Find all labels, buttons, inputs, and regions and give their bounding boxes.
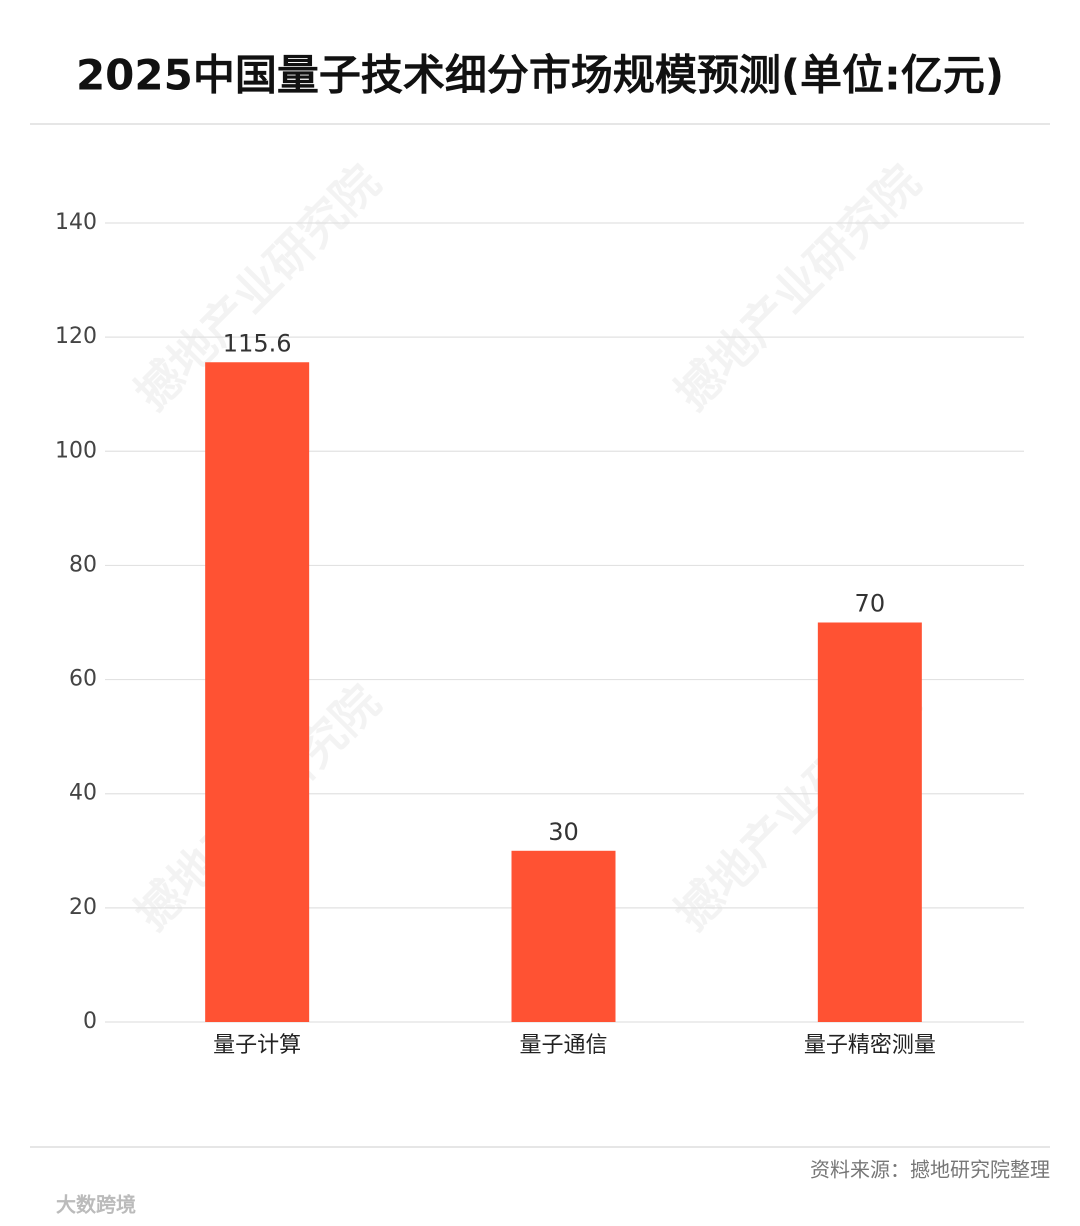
x-tick-label: 量子精密测量 <box>804 1033 936 1058</box>
logo-text: 大数跨境 <box>56 1193 136 1217</box>
y-tick-label: 40 <box>69 781 97 806</box>
y-tick-label: 20 <box>69 895 97 920</box>
x-tick-label: 量子通信 <box>519 1033 607 1058</box>
value-label: 115.6 <box>223 329 292 357</box>
source-note: 资料来源：撼地研究院整理 <box>810 1158 1050 1182</box>
chart-title: 2025中国量子技术细分市场规模预测(单位:亿元) <box>76 51 1004 100</box>
y-tick-label: 60 <box>69 667 97 692</box>
y-tick-label: 0 <box>83 1009 97 1034</box>
value-label: 70 <box>855 590 886 618</box>
y-tick-label: 140 <box>55 210 97 235</box>
x-tick-label: 量子计算 <box>213 1033 301 1058</box>
y-tick-label: 120 <box>55 324 97 349</box>
watermark: 撼地产业研究院 <box>665 155 931 421</box>
bar <box>817 622 922 1022</box>
value-label: 30 <box>548 818 579 846</box>
bar <box>511 850 616 1022</box>
y-tick-label: 100 <box>55 438 97 463</box>
bar <box>205 362 310 1022</box>
y-tick-label: 80 <box>69 552 97 577</box>
